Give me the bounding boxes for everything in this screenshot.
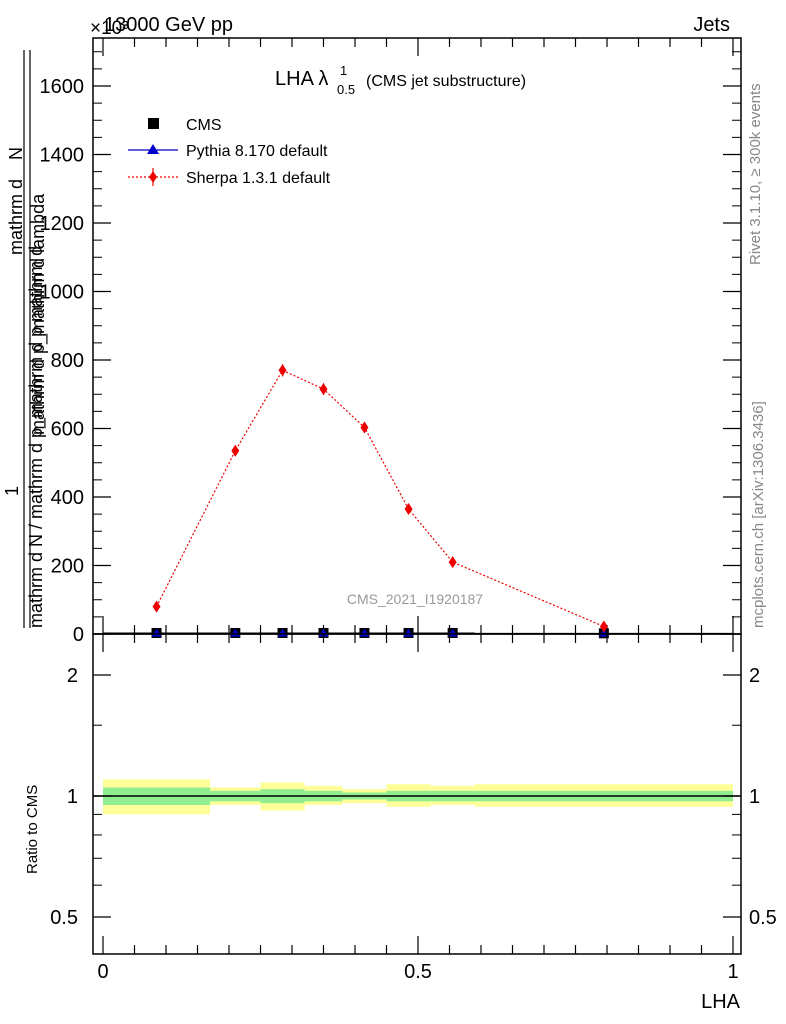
ratio-bands bbox=[93, 779, 741, 815]
y-tick-label: 600 bbox=[51, 419, 84, 441]
y-tick-label: 1600 bbox=[40, 76, 85, 98]
sherpa-point bbox=[278, 364, 287, 377]
plot-title: LHA λ 1 0.5 (CMS jet substructure) bbox=[275, 63, 526, 97]
ratio-y-tick-label: 0.5 bbox=[50, 907, 78, 929]
sherpa-point bbox=[152, 600, 161, 613]
legend-item: Pythia 8.170 default bbox=[128, 143, 328, 160]
rivet-label: Rivet 3.1.10, ≥ 300k events bbox=[747, 83, 764, 265]
legend-marker-triangle bbox=[147, 144, 159, 154]
y-tick-label: 200 bbox=[51, 556, 84, 578]
ratio-y-tick-label-right: 1 bbox=[749, 786, 760, 808]
legend-item: Sherpa 1.3.1 default bbox=[128, 168, 331, 187]
sherpa-point bbox=[404, 502, 413, 515]
sherpa-point bbox=[319, 383, 328, 396]
legend-marker-diamond bbox=[149, 171, 157, 183]
analysis-watermark: CMS_2021_I1920187 bbox=[347, 591, 483, 607]
sherpa-point bbox=[599, 620, 608, 633]
y-tick-label: 0 bbox=[73, 624, 84, 646]
ratio-y-tick-label: 2 bbox=[67, 665, 78, 687]
sherpa-point bbox=[448, 556, 457, 569]
title-sub: 0.5 bbox=[337, 82, 355, 97]
ratio-y-label: Ratio to CMS bbox=[24, 785, 41, 874]
ratio-y-tick-label: 1 bbox=[67, 786, 78, 808]
x-axis-label: LHA bbox=[701, 991, 741, 1013]
main-y-ticks: 0 200 400 600 800 1000 1200 1400 1600 bbox=[40, 51, 741, 646]
y-label-top-c: mathrm d p_mathrm d lambda bbox=[28, 193, 49, 435]
y-label-top-b: N bbox=[6, 147, 26, 160]
title-sup: 1 bbox=[340, 63, 347, 78]
y-tick-label: 1400 bbox=[40, 145, 85, 167]
y-exponent-label: ×10³ bbox=[90, 18, 129, 39]
sherpa-point bbox=[360, 421, 369, 434]
ratio-plot-frame bbox=[92, 633, 742, 955]
y-tick-label: 800 bbox=[51, 350, 84, 372]
mcplots-label: mcplots.cern.ch [arXiv:1306.3436] bbox=[750, 401, 767, 628]
main-y-axis-label: mathrm d N mathrm d p_mathrm d lambda 1 … bbox=[2, 50, 49, 628]
legend-label: CMS bbox=[186, 117, 222, 134]
title-main: LHA λ bbox=[275, 68, 328, 90]
y-tick-label: 400 bbox=[51, 487, 84, 509]
ratio-y-tick-label-right: 2 bbox=[749, 665, 760, 687]
x-tick-label: 0 bbox=[97, 961, 108, 983]
legend-item: CMS bbox=[148, 117, 222, 134]
header-right: Jets bbox=[693, 14, 730, 36]
ratio-y-ticks: 0.5 0.5 1 1 2 2 bbox=[50, 665, 777, 929]
x-tick-label: 0.5 bbox=[404, 961, 432, 983]
legend-label: Sherpa 1.3.1 default bbox=[186, 170, 331, 187]
y-tick-label: 1200 bbox=[40, 213, 85, 235]
ratio-y-tick-label-right: 0.5 bbox=[749, 907, 777, 929]
legend: CMS Pythia 8.170 default Sherpa 1.3.1 defa… bbox=[128, 117, 331, 187]
sherpa-line bbox=[156, 369, 605, 628]
x-tick-label: 1 bbox=[727, 961, 738, 983]
y-label-one: 1 bbox=[2, 486, 22, 496]
main-x-ticks bbox=[102, 38, 734, 634]
ratio-x-ticks: 0 0.5 1 bbox=[97, 634, 739, 983]
y-label-top-a: mathrm d bbox=[6, 179, 26, 255]
y-tick-label: 1000 bbox=[40, 282, 85, 304]
legend-label: Pythia 8.170 default bbox=[186, 143, 328, 160]
legend-marker-square bbox=[148, 118, 159, 129]
y-label-bottom: mathrm d N / mathrm d p_mathrm d p mathr… bbox=[26, 246, 47, 628]
header-left: 13000 GeV pp bbox=[104, 14, 233, 36]
sherpa-point bbox=[231, 444, 240, 457]
title-suffix: (CMS jet substructure) bbox=[366, 73, 526, 90]
